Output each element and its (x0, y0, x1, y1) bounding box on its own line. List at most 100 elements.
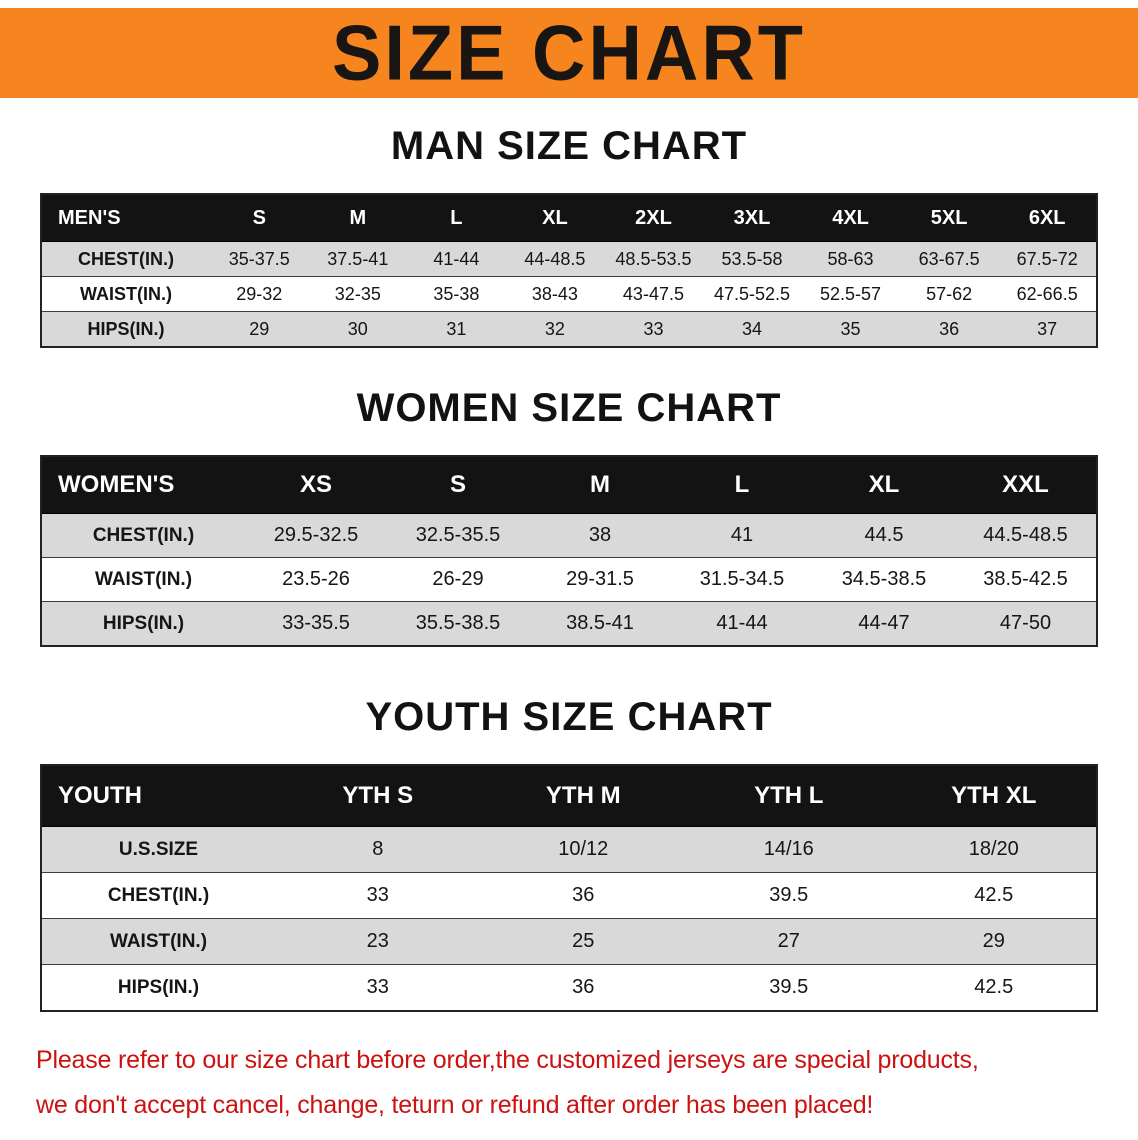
size-value-cell: 47-50 (955, 601, 1097, 647)
row-label: WAIST(IN.) (41, 557, 245, 602)
table-corner-label: MEN'S (41, 194, 210, 242)
size-column-header: 4XL (801, 194, 900, 242)
table-row: CHEST(IN.) 29.5-32.5 32.5-35.5 38 41 44.5 44.5… (41, 513, 1097, 558)
table-row: U.S.SIZE 8 10/12 14/16 18/20 (41, 826, 1097, 873)
size-value-cell: 33 (275, 964, 481, 1012)
table-row: HIPS(IN.) 33-35.5 35.5-38.5 38.5-41 41-44 44-… (41, 601, 1097, 647)
disclaimer-line-2: we don't accept cancel, change, teturn o… (36, 1091, 874, 1119)
size-value-cell: 38.5-41 (529, 601, 671, 647)
size-value-cell: 29 (891, 918, 1097, 965)
size-value-cell: 34 (702, 311, 802, 348)
size-value-cell: 8 (275, 826, 481, 873)
size-value-cell: 33-35.5 (245, 601, 387, 647)
size-value-cell: 57-62 (899, 276, 999, 312)
size-value-cell: 29 (210, 311, 309, 348)
size-value-cell: 44.5 (813, 513, 955, 558)
size-value-cell: 32.5-35.5 (387, 513, 529, 558)
size-value-cell: 52.5-57 (801, 276, 900, 312)
size-value-cell: 23 (275, 918, 481, 965)
size-value-cell: 41-44 (671, 601, 813, 647)
size-value-cell: 42.5 (891, 872, 1097, 919)
size-value-cell: 35-37.5 (210, 241, 309, 277)
size-value-cell: 44-48.5 (505, 241, 605, 277)
women-size-chart-heading: WOMEN SIZE CHART (356, 386, 782, 430)
table-header-row: WOMEN'S XS S M L XL XXL (41, 456, 1097, 514)
row-label: CHEST(IN.) (41, 872, 275, 919)
table-corner-label: WOMEN'S (41, 456, 245, 514)
size-value-cell: 62-66.5 (998, 276, 1097, 312)
size-value-cell: 39.5 (686, 964, 892, 1012)
size-column-header: S (387, 456, 529, 514)
row-label: WAIST(IN.) (41, 276, 210, 312)
size-value-cell: 27 (686, 918, 892, 965)
size-column-header: XL (505, 194, 605, 242)
size-value-cell: 47.5-52.5 (702, 276, 802, 312)
size-value-cell: 36 (480, 872, 686, 919)
size-value-cell: 35.5-38.5 (387, 601, 529, 647)
size-value-cell: 14/16 (686, 826, 892, 873)
table-row: WAIST(IN.) 23.5-26 26-29 29-31.5 31.5-34.5 34… (41, 557, 1097, 602)
size-value-cell: 36 (480, 964, 686, 1012)
men-size-table: MEN'S S M L XL 2XL 3XL 4XL 5XL 6XL CHEST(IN.) 35-37… (40, 193, 1098, 348)
size-column-header: 5XL (899, 194, 999, 242)
man-size-chart-heading: MAN SIZE CHART (390, 124, 748, 168)
size-value-cell: 31.5-34.5 (671, 557, 813, 602)
size-column-header: XL (813, 456, 955, 514)
size-value-cell: 33 (275, 872, 481, 919)
youth-size-chart-heading: YOUTH SIZE CHART (365, 695, 773, 739)
size-value-cell: 18/20 (891, 826, 1097, 873)
size-value-cell: 25 (480, 918, 686, 965)
table-row: WAIST(IN.) 23 25 27 29 (41, 918, 1097, 965)
size-value-cell: 39.5 (686, 872, 892, 919)
size-value-cell: 29.5-32.5 (245, 513, 387, 558)
size-value-cell: 38 (529, 513, 671, 558)
size-value-cell: 10/12 (480, 826, 686, 873)
size-value-cell: 34.5-38.5 (813, 557, 955, 602)
size-value-cell: 23.5-26 (245, 557, 387, 602)
size-value-cell: 35 (801, 311, 900, 348)
row-label: HIPS(IN.) (41, 964, 275, 1012)
size-value-cell: 38.5-42.5 (955, 557, 1097, 602)
size-column-header: 6XL (998, 194, 1097, 242)
size-value-cell: 35-38 (407, 276, 506, 312)
row-label: CHEST(IN.) (41, 513, 245, 558)
size-value-cell: 31 (407, 311, 506, 348)
table-row: CHEST(IN.) 33 36 39.5 42.5 (41, 872, 1097, 919)
size-value-cell: 30 (308, 311, 408, 348)
table-row: CHEST(IN.) 35-37.5 37.5-41 41-44 44-48.5 48.5… (41, 241, 1097, 277)
size-value-cell: 37.5-41 (308, 241, 408, 277)
table-corner-label: YOUTH (41, 765, 275, 827)
size-value-cell: 67.5-72 (998, 241, 1097, 277)
size-column-header: L (407, 194, 506, 242)
size-value-cell: 63-67.5 (899, 241, 999, 277)
size-value-cell: 58-63 (801, 241, 900, 277)
size-column-header: 3XL (702, 194, 802, 242)
table-row: WAIST(IN.) 29-32 32-35 35-38 38-43 43-47.5 47.… (41, 276, 1097, 312)
size-value-cell: 43-47.5 (604, 276, 703, 312)
row-label: CHEST(IN.) (41, 241, 210, 277)
row-label: HIPS(IN.) (41, 311, 210, 348)
disclaimer-line-1: Please refer to our size chart before or… (36, 1046, 979, 1074)
size-value-cell: 37 (998, 311, 1097, 348)
size-value-cell: 36 (899, 311, 999, 348)
size-column-header: YTH S (275, 765, 481, 827)
size-column-header: XXL (955, 456, 1097, 514)
size-value-cell: 26-29 (387, 557, 529, 602)
size-value-cell: 33 (604, 311, 703, 348)
size-column-header: YTH L (686, 765, 892, 827)
banner-title: SIZE CHART (332, 8, 806, 97)
size-value-cell: 41 (671, 513, 813, 558)
row-label: HIPS(IN.) (41, 601, 245, 647)
table-header-row: MEN'S S M L XL 2XL 3XL 4XL 5XL 6XL (41, 194, 1097, 242)
women-size-table: WOMEN'S XS S M L XL XXL CHEST(IN.) 29.5-32.5 32.5… (40, 455, 1098, 647)
size-column-header: L (671, 456, 813, 514)
size-column-header: 2XL (604, 194, 703, 242)
size-column-header: XS (245, 456, 387, 514)
size-value-cell: 32-35 (308, 276, 408, 312)
row-label: WAIST(IN.) (41, 918, 275, 965)
size-value-cell: 29-32 (210, 276, 309, 312)
size-chart-banner: SIZE CHART (0, 8, 1138, 98)
size-value-cell: 44-47 (813, 601, 955, 647)
disclaimer: Please refer to our size chart before or… (0, 1038, 1138, 1128)
size-value-cell: 38-43 (505, 276, 605, 312)
